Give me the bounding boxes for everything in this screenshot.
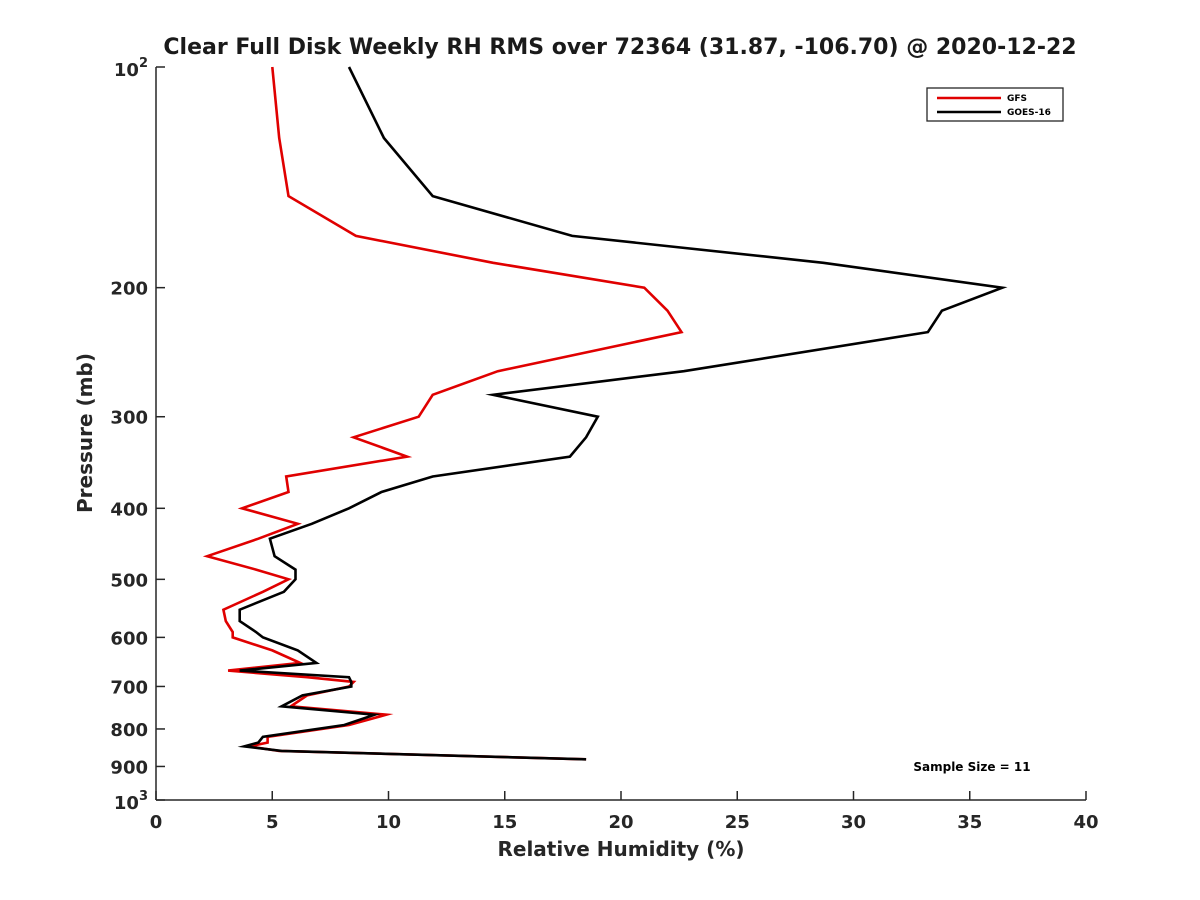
y-tick-label: 103 — [114, 789, 148, 814]
x-tick-label: 5 — [266, 812, 279, 833]
x-axis-ticks: 0 5 10 15 20 25 30 35 40 — [150, 791, 1099, 833]
chart-title: Clear Full Disk Weekly RH RMS over 72364… — [163, 35, 1076, 60]
y-tick-label: 102 — [114, 56, 148, 81]
y-tick-label-base: 10 — [114, 60, 139, 81]
series-line-gfs — [202, 66, 684, 761]
series-line-goes-16 — [237, 66, 1008, 761]
y-tick-label-exponent: 3 — [139, 789, 148, 804]
x-tick-label: 10 — [376, 812, 401, 833]
x-tick-label: 35 — [957, 812, 982, 833]
y-tick-label: 300 — [110, 408, 148, 429]
y-tick-label: 800 — [110, 720, 148, 741]
x-tick-label: 20 — [608, 812, 633, 833]
legend-entries: GFS GOES-16 — [937, 94, 1051, 118]
x-tick-label: 30 — [841, 812, 866, 833]
plot-area: 0 5 10 15 20 25 30 35 40 10220030040050060070080… — [110, 56, 1098, 833]
legend-box — [926, 87, 1064, 122]
y-tick-label: 600 — [110, 628, 148, 649]
x-tick-label: 15 — [492, 812, 517, 833]
x-tick-label: 0 — [150, 812, 163, 833]
y-tick-label: 900 — [110, 757, 148, 778]
x-axis-label: Relative Humidity (%) — [497, 837, 744, 861]
series-lines — [202, 66, 1008, 761]
y-tick-label-exponent: 2 — [139, 56, 148, 71]
y-tick-label: 200 — [110, 279, 148, 300]
y-axis-label: Pressure (mb) — [73, 353, 97, 513]
y-tick-label: 700 — [110, 677, 148, 698]
y-tick-label: 500 — [110, 570, 148, 591]
y-tick-label: 400 — [110, 499, 148, 520]
legend-label: GFS — [1007, 94, 1027, 104]
y-tick-label-base: 10 — [114, 793, 139, 814]
legend: GFS GOES-16 — [926, 87, 1064, 122]
x-tick-label: 25 — [725, 812, 750, 833]
x-tick-label: 40 — [1073, 812, 1098, 833]
sample-size-annotation: Sample Size = 11 — [913, 760, 1030, 774]
legend-label: GOES-16 — [1007, 108, 1051, 118]
